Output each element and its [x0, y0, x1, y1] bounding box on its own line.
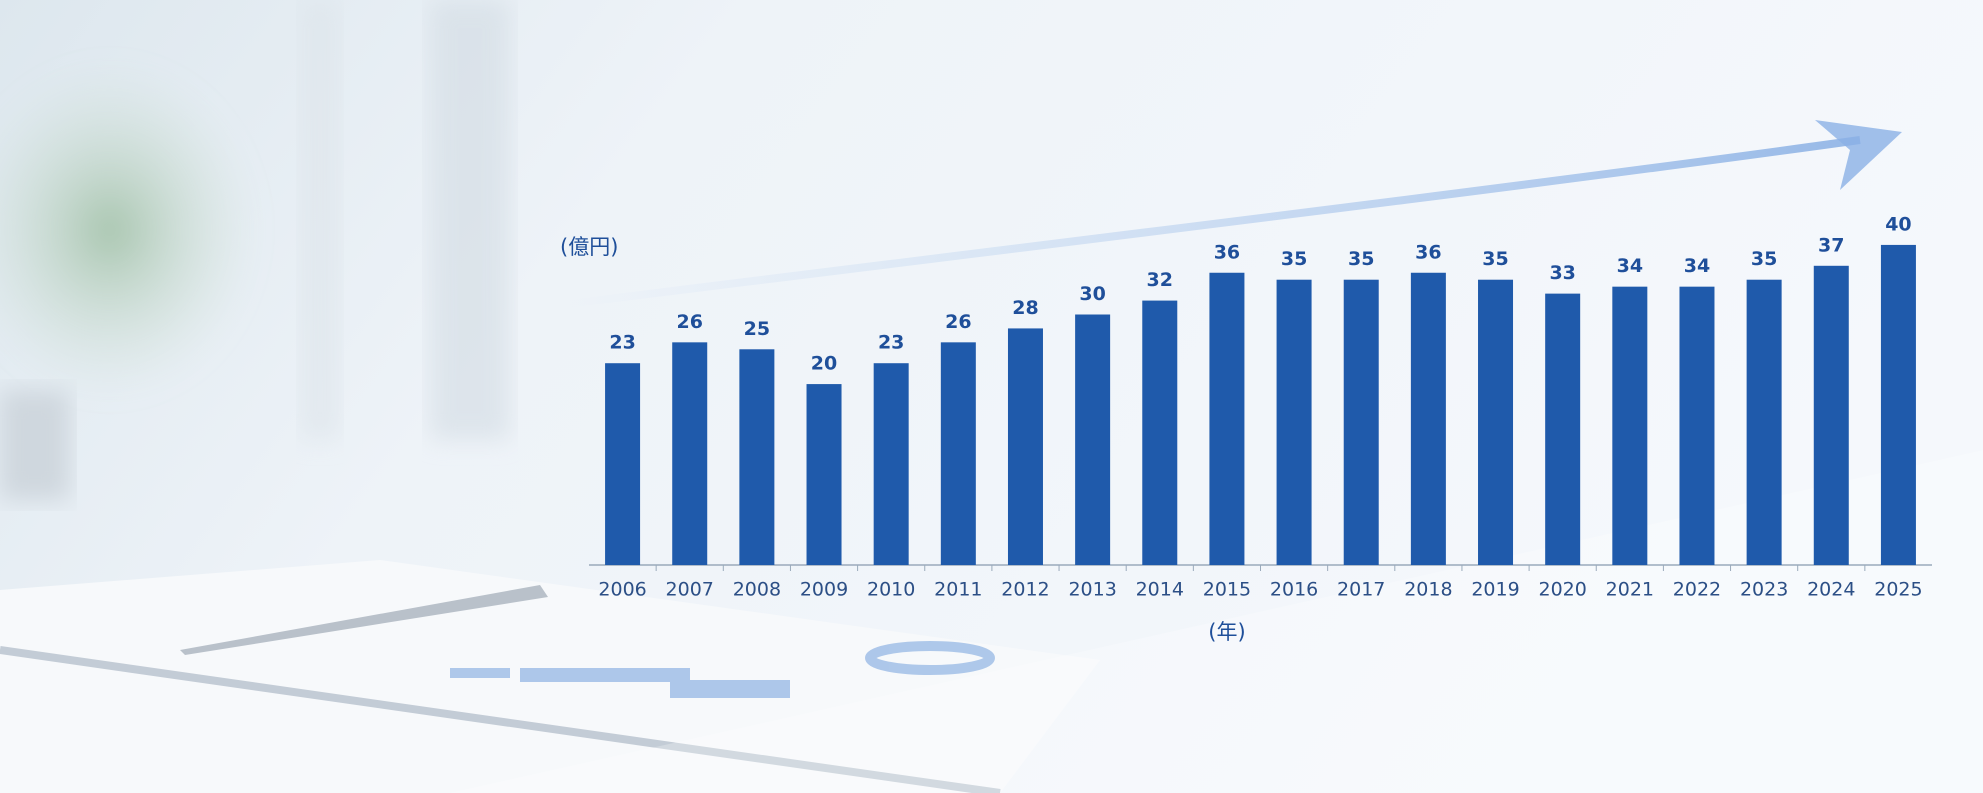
value-label: 35 — [1281, 248, 1307, 270]
bar — [1746, 279, 1782, 565]
notebook-graphics — [450, 641, 995, 698]
bar — [1209, 272, 1245, 565]
value-label: 30 — [1079, 283, 1105, 305]
value-label: 28 — [1012, 297, 1038, 319]
bar — [806, 384, 842, 565]
x-tick-label: 2017 — [1337, 579, 1385, 601]
x-tick-label: 2007 — [666, 579, 714, 601]
bar — [1343, 279, 1379, 565]
bar — [1545, 293, 1581, 565]
bar — [1880, 244, 1916, 565]
x-tick-label: 2012 — [1001, 579, 1049, 601]
x-tick-label: 2025 — [1874, 579, 1922, 601]
pot — [0, 390, 70, 500]
x-tick-label: 2006 — [598, 579, 646, 601]
value-label: 33 — [1549, 262, 1575, 284]
value-label: 35 — [1348, 248, 1374, 270]
x-tick-label: 2021 — [1606, 579, 1654, 601]
value-label: 40 — [1885, 213, 1911, 235]
x-tick-label: 2013 — [1068, 579, 1116, 601]
trend-arrow — [559, 136, 1861, 309]
y-axis-label: (億円) — [560, 235, 618, 259]
pen — [180, 585, 548, 655]
value-label: 36 — [1415, 241, 1441, 263]
notebook-edge — [0, 646, 1001, 793]
bar — [1813, 265, 1849, 565]
bar — [1075, 314, 1111, 565]
pillar — [300, 0, 340, 440]
arrow-head — [1815, 120, 1902, 190]
x-tick-label: 2016 — [1270, 579, 1318, 601]
x-tick-label: 2008 — [733, 579, 781, 601]
bar — [1478, 279, 1514, 565]
x-tick-label: 2010 — [867, 579, 915, 601]
value-label: 32 — [1147, 269, 1173, 291]
bar — [1142, 300, 1178, 565]
plant — [0, 60, 260, 400]
value-label: 26 — [676, 311, 702, 333]
value-label: 35 — [1482, 248, 1508, 270]
value-label: 37 — [1818, 234, 1844, 256]
value-label: 23 — [878, 332, 904, 354]
bar — [1612, 286, 1648, 565]
value-label: 26 — [945, 311, 971, 333]
value-label: 25 — [744, 318, 770, 340]
value-label: 36 — [1214, 241, 1240, 263]
x-tick-label: 2015 — [1203, 579, 1251, 601]
pillar — [430, 0, 510, 440]
x-tick-label: 2011 — [934, 579, 982, 601]
bar — [873, 363, 909, 565]
value-label: 35 — [1751, 248, 1777, 270]
x-tick-label: 2024 — [1807, 579, 1855, 601]
x-tick-label: 2022 — [1673, 579, 1721, 601]
bar — [1276, 279, 1312, 565]
x-tick-label: 2023 — [1740, 579, 1788, 601]
value-label: 34 — [1684, 255, 1710, 277]
bar — [605, 363, 641, 565]
bar — [672, 342, 708, 565]
x-tick-label: 2020 — [1538, 579, 1586, 601]
x-tick-label: 2009 — [800, 579, 848, 601]
value-label: 34 — [1617, 255, 1643, 277]
value-label: 20 — [811, 353, 837, 375]
bar — [1007, 328, 1043, 565]
x-axis-label: (年) — [1208, 620, 1245, 644]
x-tick-label: 2019 — [1471, 579, 1519, 601]
bar — [1679, 286, 1715, 565]
glow — [450, 450, 1983, 793]
bar — [1410, 272, 1446, 565]
x-tick-label: 2014 — [1136, 579, 1184, 601]
value-label: 23 — [609, 332, 635, 354]
x-tick-label: 2018 — [1404, 579, 1452, 601]
bar — [739, 349, 775, 565]
bar — [940, 342, 976, 565]
